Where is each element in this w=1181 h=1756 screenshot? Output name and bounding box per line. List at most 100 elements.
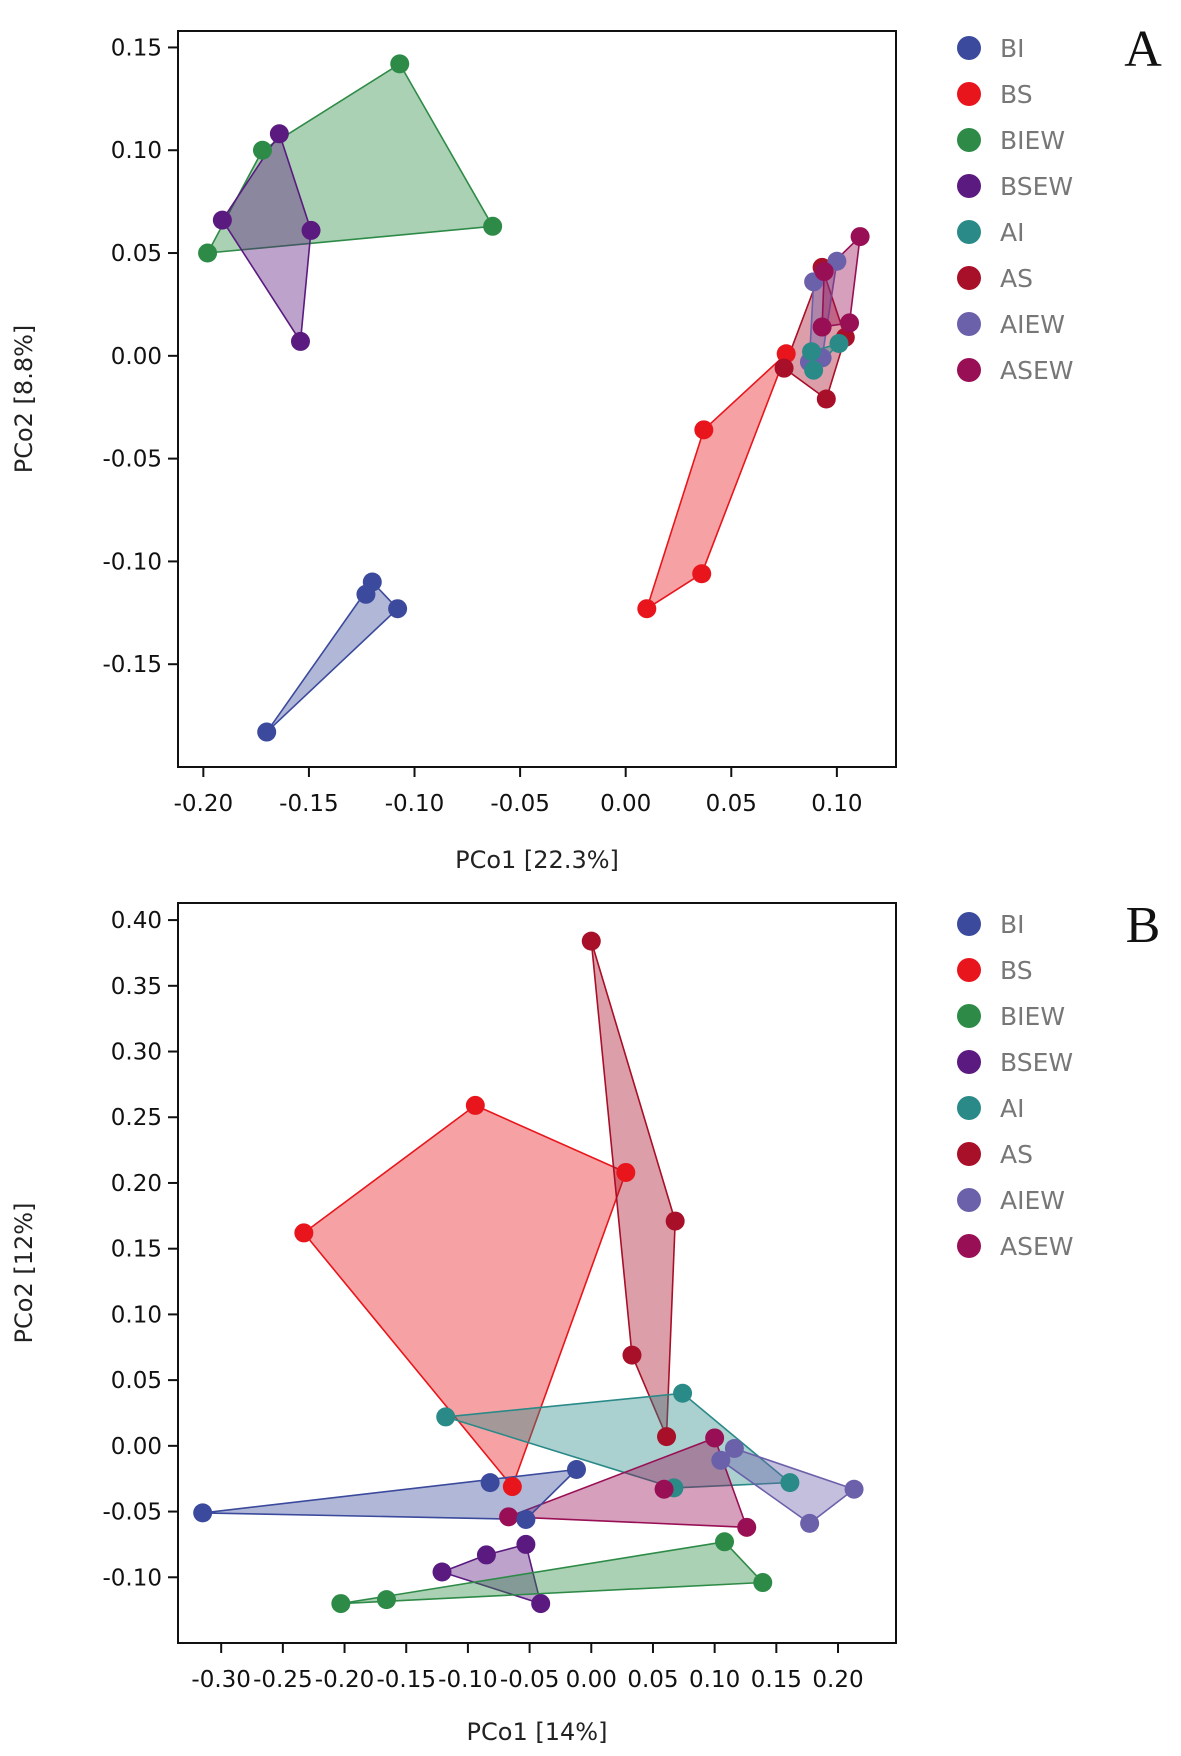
point-bsew bbox=[290, 331, 310, 351]
legend-marker-as bbox=[957, 1142, 981, 1166]
x-tick-label: 0.20 bbox=[812, 1667, 863, 1693]
point-as bbox=[665, 1211, 685, 1231]
point-bs bbox=[465, 1095, 485, 1115]
legend-marker-as bbox=[957, 266, 981, 290]
point-asew bbox=[499, 1507, 519, 1527]
y-tick-label: 0.00 bbox=[111, 1434, 162, 1460]
x-tick-label: 0.05 bbox=[627, 1667, 678, 1693]
x-tick-label: 0.10 bbox=[689, 1667, 740, 1693]
point-bsew bbox=[212, 210, 232, 230]
legend-label: AIEW bbox=[1000, 310, 1065, 339]
legend-label: BS bbox=[1000, 80, 1033, 109]
legend-label: BIEW bbox=[1000, 126, 1065, 155]
chart-panel-A: 0.15 0.10 0.05 0.00 -0.05 -0.10 -0.15 -0.20 -0.1… bbox=[10, 21, 1162, 874]
y-tick-label: 0.10 bbox=[111, 138, 162, 164]
y-tick-label: -0.05 bbox=[102, 1500, 162, 1526]
plot-frame bbox=[177, 902, 897, 1644]
panel-label: B bbox=[1126, 897, 1161, 954]
y-tick-label: -0.05 bbox=[102, 447, 162, 473]
point-bs bbox=[637, 599, 657, 619]
point-aiew bbox=[800, 1513, 820, 1533]
x-tick-label: 0.10 bbox=[811, 791, 862, 817]
point-bsew bbox=[269, 124, 289, 144]
point-biew bbox=[753, 1573, 773, 1593]
legend-marker-bi bbox=[957, 36, 981, 60]
legend-marker-biew bbox=[957, 1004, 981, 1028]
legend-label: BS bbox=[1000, 956, 1033, 985]
point-as bbox=[657, 1427, 677, 1447]
hull-bi bbox=[265, 581, 399, 733]
point-biew bbox=[376, 1590, 396, 1610]
point-asew bbox=[737, 1517, 757, 1537]
y-tick-label: 0.05 bbox=[111, 1368, 162, 1394]
panel-label: A bbox=[1124, 21, 1162, 78]
point-bi bbox=[516, 1509, 536, 1529]
point-bi bbox=[362, 572, 382, 592]
point-asew bbox=[814, 262, 834, 282]
x-tick-label: -0.10 bbox=[385, 791, 445, 817]
point-asew bbox=[850, 227, 870, 247]
point-biew bbox=[715, 1532, 735, 1552]
point-bs bbox=[616, 1162, 636, 1182]
x-axis-title: PCo1 [14%] bbox=[467, 1718, 608, 1746]
legend-marker-ai bbox=[957, 220, 981, 244]
y-tick-label: 0.20 bbox=[111, 1171, 162, 1197]
x-tick-label: -0.10 bbox=[438, 1667, 498, 1693]
point-bs bbox=[502, 1477, 522, 1497]
x-tick-label: -0.30 bbox=[191, 1667, 251, 1693]
legend-label: BI bbox=[1000, 910, 1025, 939]
y-tick-label: 0.35 bbox=[111, 974, 162, 1000]
point-ai bbox=[436, 1407, 456, 1427]
point-bi bbox=[257, 722, 277, 742]
point-bs bbox=[694, 420, 714, 440]
legend-marker-biew bbox=[957, 128, 981, 152]
point-aiew bbox=[724, 1438, 744, 1458]
legend-label: BSEW bbox=[1000, 172, 1073, 201]
point-as bbox=[774, 358, 794, 378]
point-asew bbox=[654, 1479, 674, 1499]
point-biew bbox=[252, 140, 272, 160]
legend-marker-aiew bbox=[957, 312, 981, 336]
x-tick-label: -0.05 bbox=[500, 1667, 560, 1693]
point-biew bbox=[331, 1594, 351, 1614]
y-tick-label: 0.05 bbox=[111, 241, 162, 267]
y-tick-label: -0.15 bbox=[102, 652, 162, 678]
y-axis-title: PCo2 [12%] bbox=[10, 1203, 38, 1344]
x-axis-title: PCo1 [22.3%] bbox=[455, 846, 619, 874]
point-bi bbox=[566, 1460, 586, 1480]
x-tick-label: -0.20 bbox=[174, 791, 234, 817]
point-as bbox=[816, 389, 836, 409]
point-bsew bbox=[432, 1562, 452, 1582]
point-bi bbox=[480, 1473, 500, 1493]
x-tick-label: -0.25 bbox=[253, 1667, 313, 1693]
legend-marker-bsew bbox=[957, 1050, 981, 1074]
x-tick-label: 0.15 bbox=[751, 1667, 802, 1693]
x-tick-label: -0.15 bbox=[376, 1667, 436, 1693]
y-tick-label: 0.25 bbox=[111, 1105, 162, 1131]
x-tick-label: 0.00 bbox=[600, 791, 651, 817]
point-ai bbox=[673, 1383, 693, 1403]
hull-asew bbox=[507, 1437, 748, 1529]
hull-biew bbox=[339, 1541, 764, 1605]
legend-label: BIEW bbox=[1000, 1002, 1065, 1031]
legend-label: BSEW bbox=[1000, 1048, 1073, 1077]
y-tick-label: 0.15 bbox=[111, 1237, 162, 1263]
y-tick-label: 0.00 bbox=[111, 344, 162, 370]
point-as bbox=[581, 931, 601, 951]
legend-label: ASEW bbox=[1000, 1232, 1074, 1261]
legend-marker-aiew bbox=[957, 1188, 981, 1212]
legend-label: AI bbox=[1000, 218, 1024, 247]
point-bi bbox=[193, 1503, 213, 1523]
point-asew bbox=[840, 313, 860, 333]
point-ai bbox=[780, 1473, 800, 1493]
y-tick-label: 0.15 bbox=[111, 35, 162, 61]
y-tick-label: -0.10 bbox=[102, 1565, 162, 1591]
point-bsew bbox=[531, 1594, 551, 1614]
chart-panel-B: 0.400.350.300.250.200.150.100.050.00-0.0… bbox=[10, 897, 1160, 1746]
legend-label: AI bbox=[1000, 1094, 1024, 1123]
point-bsew bbox=[301, 220, 321, 240]
legend-label: BI bbox=[1000, 34, 1025, 63]
x-tick-label: -0.15 bbox=[279, 791, 339, 817]
legend-marker-bsew bbox=[957, 174, 981, 198]
